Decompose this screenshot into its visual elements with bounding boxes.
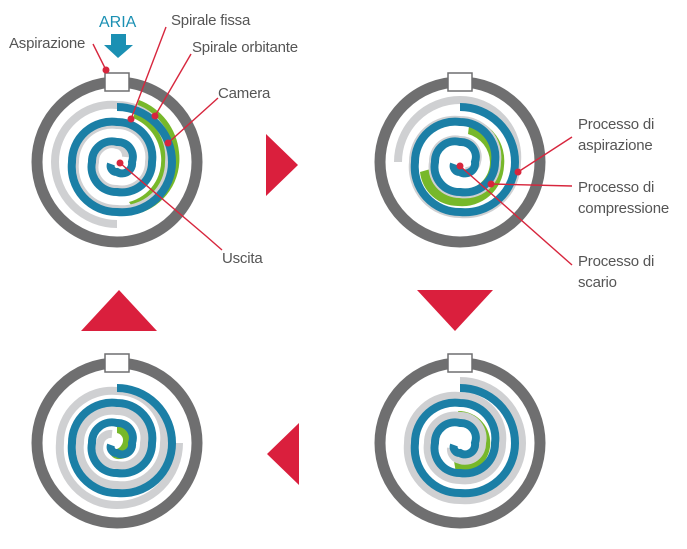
suction-process-label-line-1: Processo di: [578, 116, 654, 133]
arrow-right-icon: [266, 134, 298, 196]
compression-process-label-line-1: Processo di: [578, 179, 654, 196]
stage-3-compressor: [380, 354, 540, 523]
outlet-label: Uscita: [222, 250, 263, 267]
suction-process-label-line-2: aspirazione: [578, 137, 653, 154]
discharge-process-label-line-1: Processo di: [578, 253, 654, 270]
air-inlet-arrow-icon: [104, 34, 133, 58]
leader-dots-stage-2: [456, 162, 522, 188]
intake-label: Aspirazione: [9, 35, 85, 52]
compression-process-label-line-2: compressione: [578, 200, 669, 217]
orbiting-scroll-label: Spirale orbitante: [192, 39, 298, 56]
leader-lines-stage-2: [459, 136, 573, 266]
chamber-label: Camera: [218, 85, 271, 102]
stage-2-compressor: [380, 73, 540, 242]
fixed-scroll-label: Spirale fissa: [171, 12, 251, 29]
leader-lines-stage-1: [92, 26, 223, 251]
air-label: ARIA: [99, 14, 137, 31]
arrow-down-icon: [417, 290, 493, 331]
leader-dots-stage-1: [102, 66, 172, 167]
arrow-left-icon: [267, 423, 299, 485]
stage-1-compressor: [37, 73, 197, 242]
arrow-up-icon: [81, 290, 157, 331]
discharge-process-label-line-2: scario: [578, 274, 617, 291]
stage-4-compressor: [37, 354, 197, 523]
